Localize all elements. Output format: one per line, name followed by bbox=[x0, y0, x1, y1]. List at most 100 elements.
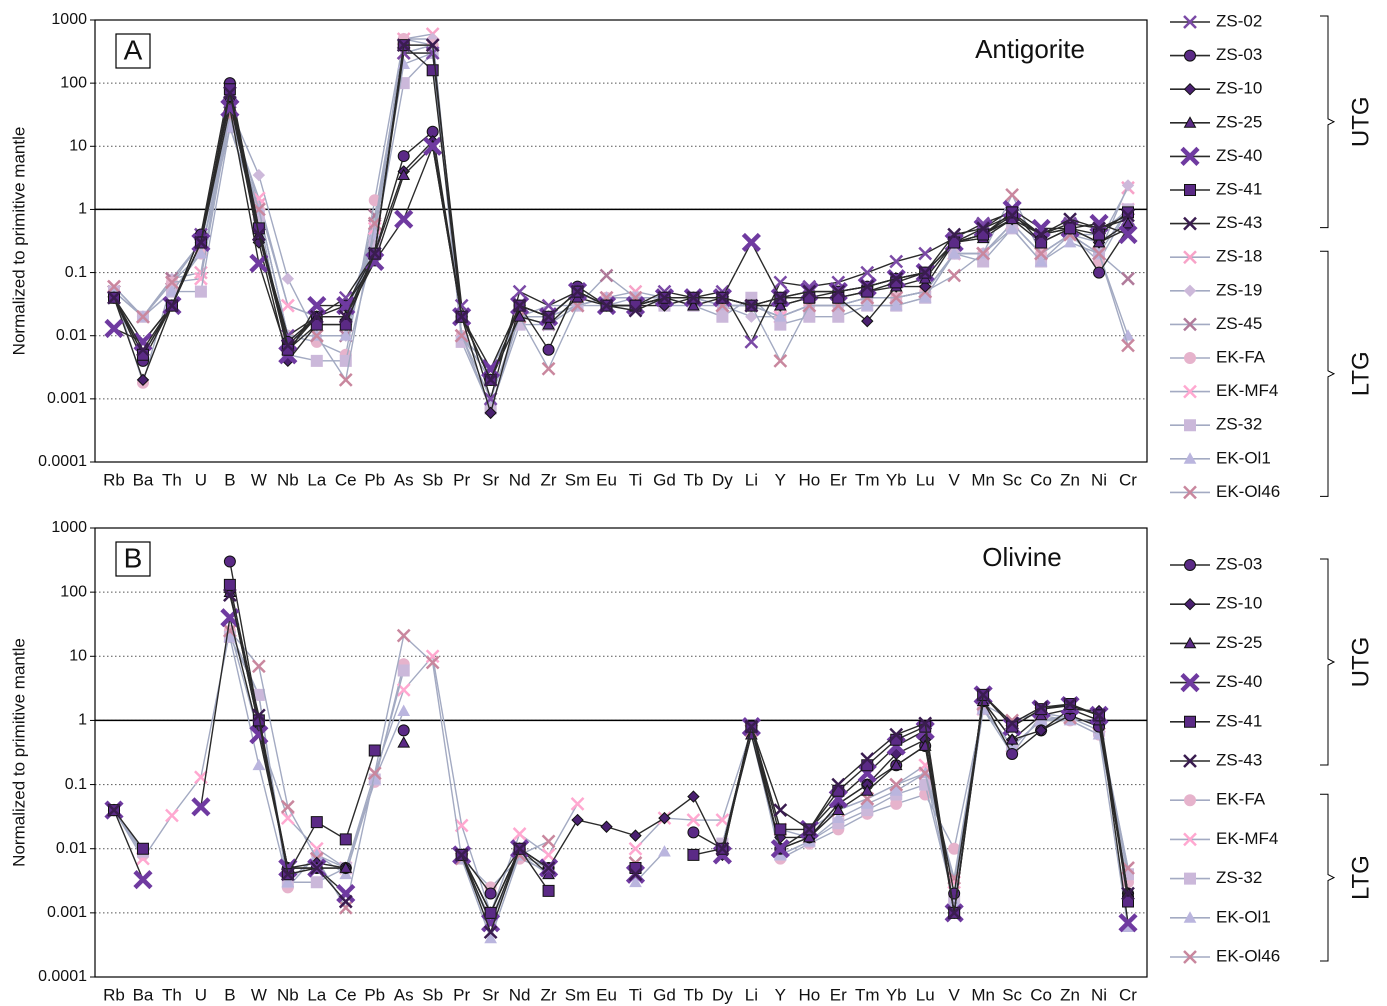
legend-marker bbox=[1183, 452, 1197, 464]
legend-label: ZS-10 bbox=[1216, 79, 1262, 98]
data-point bbox=[194, 247, 208, 259]
x-tick-label: Y bbox=[775, 470, 786, 489]
data-point bbox=[251, 227, 266, 242]
legend-label: EK-MF4 bbox=[1216, 381, 1278, 400]
data-point bbox=[773, 803, 788, 817]
data-point bbox=[512, 298, 527, 313]
legend-marker bbox=[1183, 754, 1197, 768]
data-point bbox=[339, 861, 353, 873]
data-point bbox=[599, 268, 614, 283]
data-point bbox=[657, 290, 672, 305]
legend-marker bbox=[1183, 832, 1197, 847]
data-point bbox=[426, 125, 439, 138]
data-point bbox=[686, 290, 701, 305]
legend-marker bbox=[1183, 911, 1197, 923]
x-tick-label: Cr bbox=[1119, 985, 1137, 1004]
data-point bbox=[802, 830, 816, 843]
data-point bbox=[744, 298, 759, 313]
data-point bbox=[484, 406, 497, 420]
series-line bbox=[113, 52, 1129, 370]
x-tick-label: La bbox=[307, 470, 326, 489]
legend-label: ZS-10 bbox=[1216, 594, 1262, 613]
legend-marker bbox=[1180, 673, 1200, 693]
series-line bbox=[113, 630, 1129, 915]
series-line bbox=[113, 44, 1129, 382]
x-tick-label: Co bbox=[1030, 470, 1052, 489]
data-point bbox=[252, 168, 266, 182]
x-tick-label: Mn bbox=[971, 470, 995, 489]
data-point bbox=[1122, 206, 1134, 219]
x-tick-label: Gd bbox=[653, 470, 676, 489]
x-tick-label: Ni bbox=[1091, 985, 1107, 1004]
data-point bbox=[165, 298, 179, 313]
x-tick-label: V bbox=[948, 470, 960, 489]
data-point bbox=[802, 284, 817, 299]
x-tick-label: Yb bbox=[886, 470, 907, 489]
data-point bbox=[1034, 254, 1048, 267]
data-point bbox=[918, 265, 933, 280]
x-tick-label: Ba bbox=[133, 985, 154, 1004]
x-tick-label: Ni bbox=[1091, 470, 1107, 489]
data-point bbox=[947, 247, 961, 259]
y-tick-label: 0.1 bbox=[65, 264, 87, 281]
legend-marker bbox=[1183, 384, 1197, 399]
x-tick-label: Ce bbox=[335, 985, 357, 1004]
x-tick-label: As bbox=[394, 470, 414, 489]
data-point bbox=[918, 716, 933, 731]
legend-marker bbox=[1183, 15, 1197, 29]
y-tick-label: 0.0001 bbox=[38, 968, 87, 985]
y-axis-label: Normalized to primitive mantle bbox=[9, 127, 28, 356]
data-point bbox=[629, 875, 642, 888]
data-point bbox=[368, 772, 382, 785]
y-tick-label: 1 bbox=[78, 712, 87, 729]
data-point bbox=[133, 332, 153, 352]
data-point bbox=[249, 253, 269, 273]
data-point bbox=[860, 784, 874, 796]
data-point bbox=[803, 310, 816, 323]
x-tick-label: Eu bbox=[596, 985, 617, 1004]
x-tick-label: Lu bbox=[916, 985, 935, 1004]
x-tick-label: Lu bbox=[916, 470, 935, 489]
data-point bbox=[512, 827, 527, 841]
series-line bbox=[229, 630, 1129, 925]
data-point bbox=[976, 246, 991, 261]
legend-label: ZS-03 bbox=[1216, 45, 1262, 64]
panel-label: B bbox=[124, 542, 143, 573]
data-point bbox=[136, 342, 150, 357]
legend-marker bbox=[1184, 184, 1196, 196]
legend-marker bbox=[1183, 352, 1197, 364]
data-point bbox=[107, 290, 121, 305]
y-tick-label: 10 bbox=[69, 648, 87, 665]
legend-marker bbox=[1183, 636, 1197, 649]
data-point bbox=[251, 659, 266, 674]
data-point bbox=[741, 232, 761, 253]
data-point bbox=[541, 309, 556, 324]
data-point bbox=[367, 246, 382, 261]
x-tick-label: Cr bbox=[1119, 470, 1137, 489]
legend-marker bbox=[1183, 597, 1197, 611]
legend-marker bbox=[1184, 715, 1196, 728]
series-line bbox=[229, 561, 1129, 895]
y-tick-label: 0.001 bbox=[47, 390, 87, 407]
x-tick-label: Ba bbox=[133, 470, 154, 489]
data-point bbox=[397, 724, 410, 737]
data-point bbox=[831, 803, 845, 815]
data-point bbox=[338, 900, 353, 915]
data-point bbox=[1118, 913, 1138, 933]
data-point bbox=[831, 811, 845, 824]
group-label: UTG bbox=[1347, 96, 1374, 147]
data-point bbox=[1121, 179, 1135, 192]
data-point bbox=[425, 655, 440, 670]
data-point bbox=[629, 829, 642, 842]
data-point bbox=[484, 887, 497, 900]
data-point bbox=[773, 310, 787, 322]
data-point bbox=[1093, 266, 1106, 279]
data-point bbox=[339, 329, 353, 341]
legend-marker bbox=[1183, 794, 1197, 807]
data-point bbox=[628, 841, 643, 856]
data-point bbox=[773, 353, 788, 368]
data-point bbox=[773, 275, 788, 290]
x-tick-label: Th bbox=[162, 985, 182, 1004]
legend-label: ZS-43 bbox=[1216, 750, 1262, 769]
